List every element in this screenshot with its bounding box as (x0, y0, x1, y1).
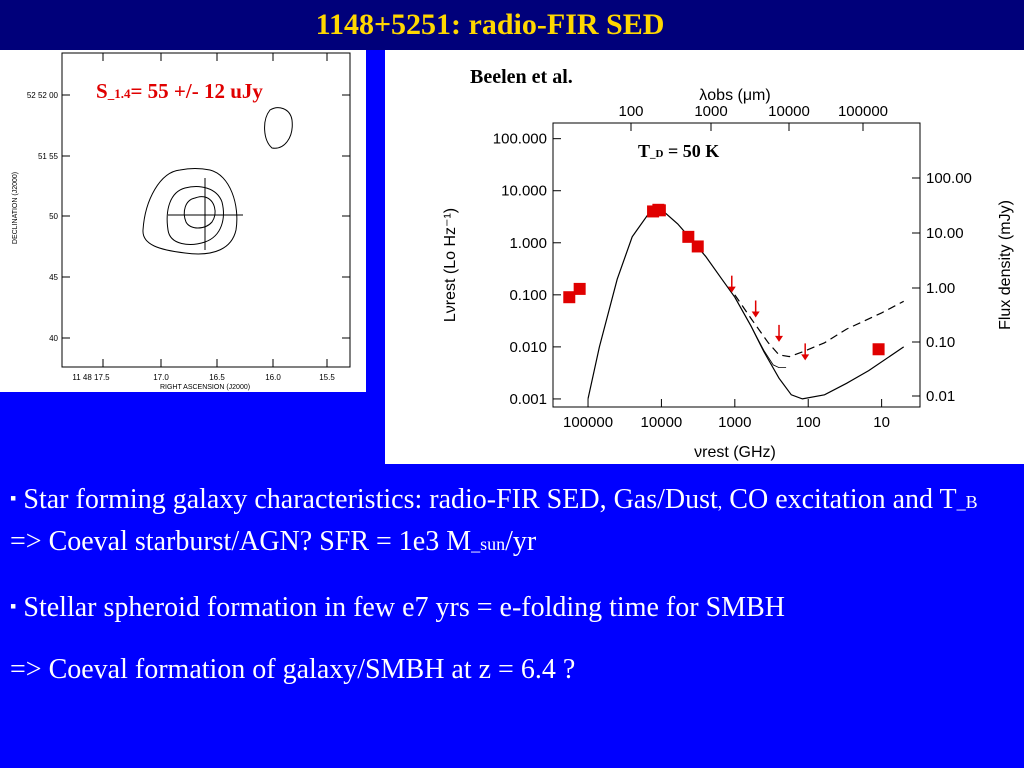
top-x-tick-label: 1000 (694, 103, 727, 120)
y-tick-label: 1.000 (509, 235, 547, 252)
y-tick-label: 10.000 (501, 183, 547, 200)
dec-tick-1: 52 52 00 (27, 91, 59, 100)
x-tick-label: 100 (796, 414, 821, 431)
left-axis-title: Lνrest (Lo Hz⁻¹) (442, 208, 459, 322)
dec-tick-2: 51 55 (38, 152, 59, 161)
flux-label: S_1.4= 55 +/- 12 uJy (96, 79, 263, 103)
sed-plot: Beelen et al. T_D = 50 K λobs (μm) νrest… (385, 50, 1024, 464)
x-tick-label: 10 (873, 414, 890, 431)
ra-axis-label: RIGHT ASCENSION (J2000) (160, 384, 250, 391)
ra-tick-5: 15.5 (319, 373, 335, 382)
dec-axis-label: DECLINATION (J2000) (12, 172, 19, 244)
bottom-axis-title: νrest (GHz) (694, 444, 776, 461)
bullet-1: ▪ Star forming galaxy characteristics: r… (10, 484, 978, 557)
data-point-square (872, 343, 885, 356)
right-y-tick-label: 1.00 (926, 280, 955, 297)
upper-limit-arrow-head (801, 354, 810, 361)
credit-label: Beelen et al. (470, 66, 573, 88)
dec-tick-5: 40 (49, 334, 58, 343)
model-curve-solid (587, 209, 905, 400)
x-tick-label: 1000 (718, 414, 751, 431)
y-tick-label: 0.100 (509, 287, 547, 304)
contour-noise (264, 107, 293, 149)
top-axis-title: λobs (μm) (699, 87, 770, 104)
upper-limit-arrow-head (751, 311, 760, 318)
right-y-tick-label: 10.00 (926, 225, 964, 242)
y-tick-label: 0.001 (509, 391, 547, 408)
title-bar: 1148+5251: radio-FIR SED (0, 0, 1024, 50)
bullet-3: => Coeval formation of galaxy/SMBH at z … (10, 654, 576, 685)
right-y-tick-label: 0.01 (926, 388, 955, 405)
right-axis-title: Flux density (mJy) (997, 200, 1014, 330)
top-x-tick-label: 100 (618, 103, 643, 120)
upper-limit-arrow-head (775, 335, 784, 342)
bullet-list: ▪ Star forming galaxy characteristics: r… (10, 478, 1010, 712)
right-y-tick-label: 100.00 (926, 170, 972, 187)
map-frame (61, 52, 351, 368)
bullet-2: ▪ Stellar spheroid formation in few e7 y… (10, 592, 785, 623)
right-y-tick-label: 0.10 (926, 334, 955, 351)
data-point-square (682, 230, 695, 243)
radio-contour-map: S_1.4= 55 +/- 12 uJy 52 52 00 51 55 50 4… (0, 50, 366, 392)
ra-tick-2: 17.0 (153, 373, 169, 382)
x-tick-label: 100000 (563, 414, 613, 431)
data-point-square (653, 204, 666, 217)
top-x-tick-label: 100000 (838, 103, 888, 120)
data-point-square (573, 282, 586, 295)
model-curve-dashed (734, 294, 904, 358)
y-tick-label: 100.000 (493, 131, 547, 148)
x-tick-label: 10000 (641, 414, 683, 431)
contour-inner (183, 196, 216, 229)
dec-tick-3: 50 (49, 212, 58, 221)
ra-tick-1: 11 48 17.5 (72, 373, 110, 382)
upper-limit-arrow-head (727, 286, 736, 293)
contour-outer (142, 168, 238, 255)
dec-tick-4: 45 (49, 273, 58, 282)
ra-tick-3: 16.5 (209, 373, 225, 382)
plot-frame (552, 122, 921, 408)
model-curve-solid (734, 297, 787, 368)
temp-label: T_D = 50 K (638, 141, 719, 161)
y-tick-label: 0.010 (509, 339, 547, 356)
ra-tick-4: 16.0 (265, 373, 281, 382)
data-point-square (691, 240, 704, 253)
top-x-tick-label: 10000 (768, 103, 810, 120)
slide-title: 1148+5251: radio-FIR SED (315, 8, 665, 41)
data-point-square (563, 291, 576, 304)
